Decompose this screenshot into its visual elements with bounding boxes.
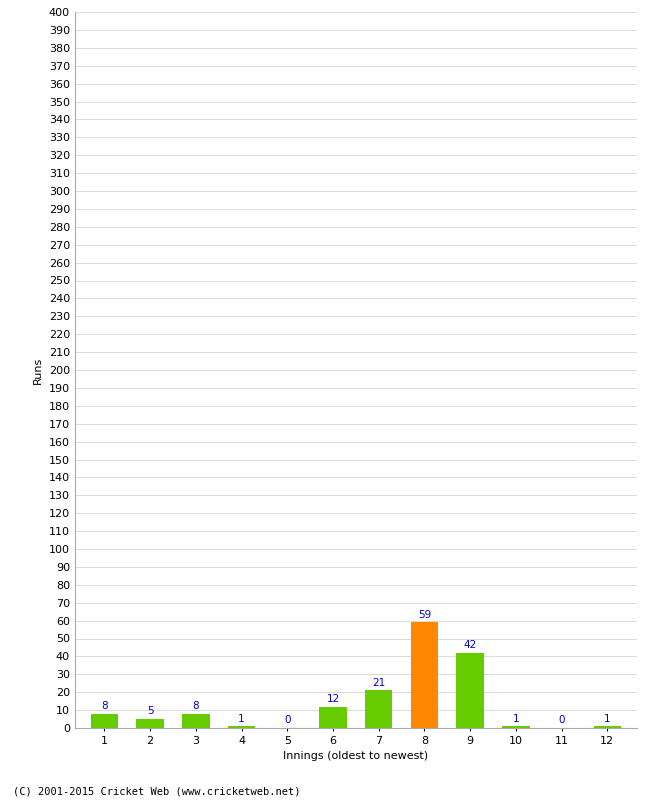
Bar (456, 653, 484, 728)
Text: 59: 59 (418, 610, 431, 620)
Bar (411, 622, 438, 728)
Text: 21: 21 (372, 678, 385, 688)
X-axis label: Innings (oldest to newest): Innings (oldest to newest) (283, 751, 428, 761)
Text: 8: 8 (192, 701, 199, 711)
Bar (365, 690, 393, 728)
Text: 0: 0 (284, 715, 291, 726)
Text: 1: 1 (604, 714, 610, 723)
Text: 12: 12 (326, 694, 340, 704)
Text: 0: 0 (558, 715, 565, 726)
Text: 1: 1 (513, 714, 519, 723)
Text: (C) 2001-2015 Cricket Web (www.cricketweb.net): (C) 2001-2015 Cricket Web (www.cricketwe… (13, 786, 300, 796)
Text: 5: 5 (147, 706, 153, 716)
Bar (319, 706, 346, 728)
Text: 1: 1 (239, 714, 245, 723)
Y-axis label: Runs: Runs (33, 356, 43, 384)
Bar (136, 719, 164, 728)
Bar (502, 726, 530, 728)
Bar (228, 726, 255, 728)
Bar (182, 714, 209, 728)
Text: 8: 8 (101, 701, 108, 711)
Bar (593, 726, 621, 728)
Bar (91, 714, 118, 728)
Text: 42: 42 (463, 640, 477, 650)
